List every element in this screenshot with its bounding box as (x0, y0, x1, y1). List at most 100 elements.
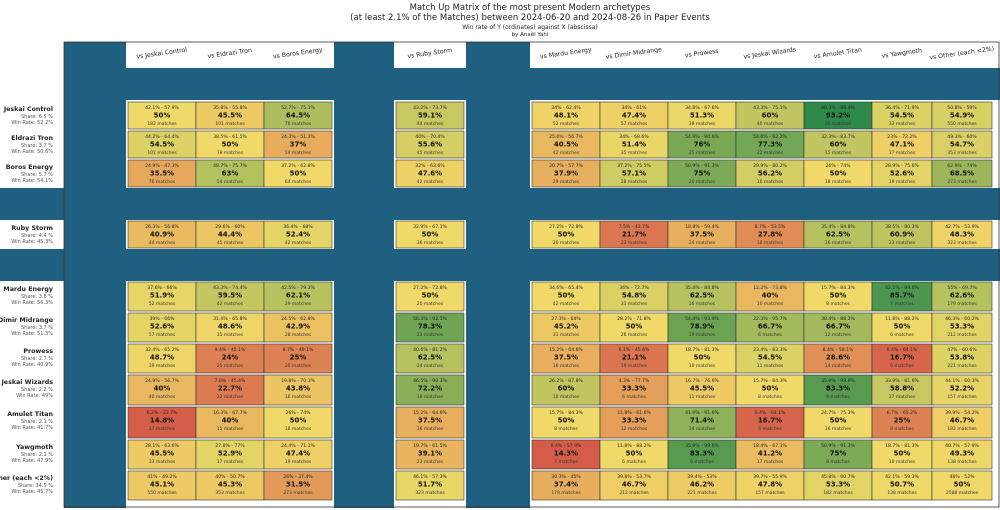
cell-ci: 0.4% - 64.1% (887, 347, 918, 353)
cell-ci: 7.8% - 45.4% (215, 378, 246, 384)
cell-ci: 39.9% - 54.2% (945, 410, 979, 416)
cell-winrate: 37.5% (690, 231, 714, 239)
matchup-cell (395, 439, 465, 470)
cell-winrate: 59.1% (418, 112, 442, 120)
matchup-cell (531, 343, 601, 374)
cell-winrate: 54.9% (950, 112, 974, 120)
cell-winrate: 78.9% (690, 323, 714, 331)
cell-winrate: 60% (830, 141, 847, 149)
cell-winrate: 24% (222, 354, 239, 362)
cell-ci: 48.7% - 75.7% (213, 163, 247, 169)
cell-ci: 19.7% - 61.5% (413, 443, 447, 449)
cell-ci: 56.3% - 92.5% (413, 316, 447, 322)
cell-winrate: 47.1% (890, 141, 914, 149)
cell-ci: 41% - 49.2% (147, 474, 177, 480)
cell-winrate: 31.5% (286, 481, 310, 489)
cell-ci: 42.1% - 59.3% (885, 474, 919, 480)
matchup-cell (735, 220, 805, 249)
matchup-cell (263, 312, 333, 343)
cell-ci: 26.2% - 87.8% (549, 378, 583, 384)
row-label: Boros Energy (6, 164, 53, 171)
cell-ci: 12.2% - 73.8% (753, 285, 787, 291)
row-share: Share: 34.5 % (18, 483, 53, 489)
column-label: vs Other (each <2%) (929, 46, 994, 62)
row-winrate: Win Rate: 40.9% (11, 362, 53, 368)
cell-matches: 550 matches (147, 490, 177, 496)
matchup-cell (195, 470, 265, 501)
cell-matches: 20 matches (689, 179, 716, 185)
cell-winrate: 21.1% (622, 354, 646, 362)
cell-winrate: 39.1% (418, 450, 442, 458)
cell-winrate: 22.7% (218, 385, 242, 393)
cell-ci: 34% - 61% (622, 105, 648, 111)
cell-ci: 24.3% - 51.3% (281, 134, 315, 140)
cell-winrate: 40.5% (554, 141, 578, 149)
cell-matches: 17 matches (757, 459, 784, 465)
matchup-cell (531, 220, 601, 249)
matchup-cell (127, 374, 197, 406)
cell-winrate: 14.8% (150, 417, 174, 425)
column-label: vs Ruby Storm (407, 47, 452, 60)
matchup-cell (599, 220, 669, 249)
cell-ci: 34% - 68.6% (619, 134, 649, 140)
cell-ci: 30.3% - 45% (551, 474, 581, 480)
chart-author: by Anaël Yahi (512, 32, 549, 38)
cell-winrate: 41.2% (758, 450, 782, 458)
cell-ci: 18.7% - 81.3% (685, 347, 719, 353)
row-label-cell (0, 470, 64, 501)
cell-ci: 26% - 74% (286, 410, 312, 416)
cell-matches: 27 matches (149, 426, 176, 432)
cell-ci: 6.2% - 23.7% (147, 410, 178, 416)
cell-ci: 29.9% - 80.2% (753, 163, 787, 169)
cell-winrate: 60% (762, 112, 779, 120)
cell-ci: 38.5% - 61.5% (213, 134, 247, 140)
row-separator-band (0, 188, 1000, 220)
row-share: Share: 2.7 % (21, 356, 53, 362)
matchup-cell (531, 470, 601, 501)
cell-ci: 28.1% - 63.6% (145, 443, 179, 449)
cell-matches: 35 matches (621, 150, 648, 156)
cell-matches: 323 matches (947, 240, 977, 246)
cell-ci: 36.4% - 71.9% (885, 105, 919, 111)
cell-ci: 50.9% - 91.3% (821, 443, 855, 449)
matchup-cell (735, 343, 805, 374)
cell-ci: 36.4% - 68% (283, 224, 313, 230)
cell-matches: 52 matches (553, 121, 580, 127)
cell-ci: 23.4% - 83.3% (753, 347, 787, 353)
cell-ci: 50.8% - 59% (947, 105, 977, 111)
matchup-cell (735, 281, 805, 312)
cell-winrate: 50% (626, 323, 643, 331)
cell-matches: 28 matches (285, 332, 312, 338)
matchup-cell (871, 101, 933, 130)
cell-ci: 43.2% - 73.7% (413, 105, 447, 111)
cell-matches: 182 matches (147, 121, 177, 127)
matchup-cell (735, 312, 805, 343)
cell-winrate: 56.2% (758, 170, 782, 178)
cell-ci: 34.8% - 67.6% (685, 105, 719, 111)
cell-winrate: 40% (154, 385, 171, 393)
cell-winrate: 40% (222, 417, 239, 425)
cell-ci: 26% - 74% (826, 163, 852, 169)
cell-ci: 24.7% - 75.3% (821, 410, 855, 416)
column-label: vs Boros Energy (273, 47, 324, 61)
matchup-cell (263, 343, 333, 374)
cell-matches: 39 matches (689, 121, 716, 127)
matchup-cell (395, 343, 465, 374)
cell-ci: 40.6% - 81.2% (413, 347, 447, 353)
matchup-cell (599, 374, 669, 406)
row-winrate: Win Rate: 51.3% (11, 331, 53, 337)
cell-ci: 32.4% - 65.2% (145, 347, 179, 353)
row-share: Share: 5.7 % (21, 172, 53, 178)
matchup-cell (599, 470, 669, 501)
cell-matches: 182 matches (823, 490, 853, 496)
matchup-cell (395, 312, 465, 343)
cell-ci: 34.6% - 65.4% (549, 285, 583, 291)
matchup-cell (735, 470, 805, 501)
cell-ci: 31.4% - 65.8% (213, 316, 247, 322)
cell-matches: 8 matches (826, 301, 850, 307)
cell-ci: 39.8% - 53.7% (617, 474, 651, 480)
cell-ci: 27.2% - 72.8% (549, 224, 583, 230)
row-share: Share: 6.5 % (21, 114, 53, 120)
cell-matches: 23 matches (889, 240, 916, 246)
cell-winrate: 53.3% (950, 323, 974, 331)
